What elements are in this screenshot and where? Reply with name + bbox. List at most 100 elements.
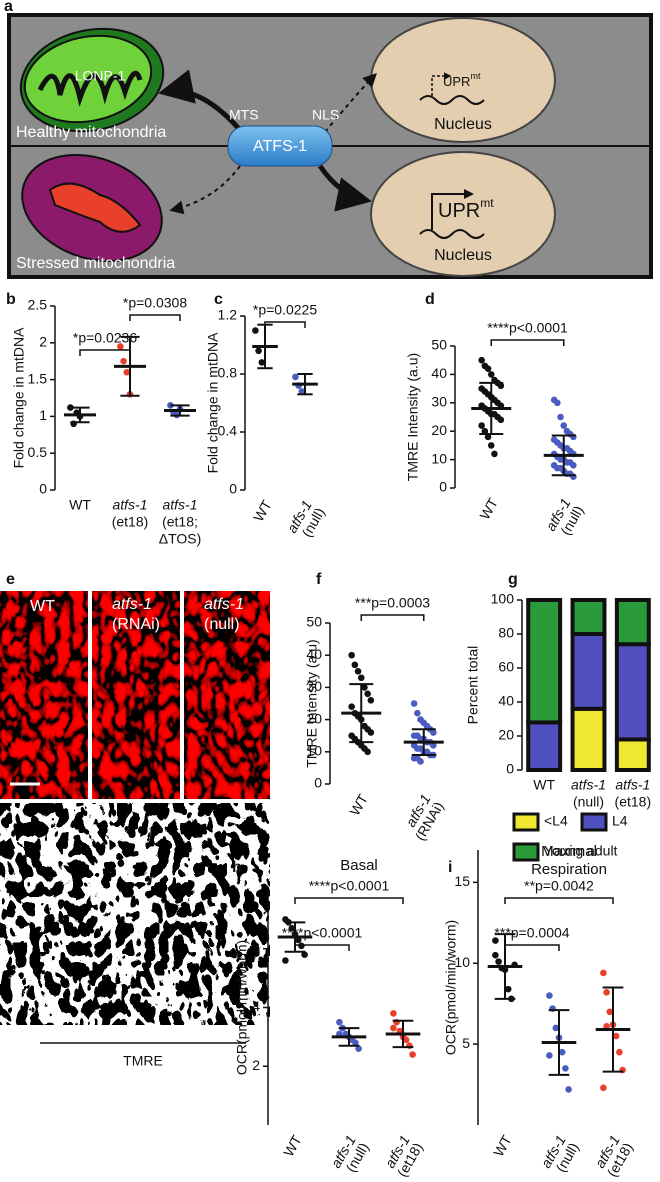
data-point (364, 748, 371, 756)
significance-label: ***p=0.0004 (494, 925, 569, 941)
mito-label: Stressed mitochondria (16, 255, 175, 272)
y-tick-label: 1.2 (218, 307, 238, 323)
arrow (317, 164, 372, 212)
data-point (603, 989, 610, 996)
data-point (117, 343, 124, 350)
x-tick-label: WT (280, 1132, 305, 1159)
y-tick-label: 60 (498, 659, 514, 675)
arrow (158, 69, 242, 132)
signal-label: NLS (312, 107, 339, 123)
x-tick-label: atfs-1 (571, 777, 606, 793)
x-tick-label: (et18) (112, 514, 149, 530)
y-tick-label: 10 (454, 954, 470, 970)
panel-letter: f (316, 571, 322, 588)
significance-bracket (504, 897, 614, 904)
x-tick-label: WT (69, 497, 91, 513)
x-tick-label: WT (490, 1132, 515, 1159)
data-point (361, 684, 368, 691)
y-tick-label: 0 (229, 481, 237, 497)
significance-label: **p=0.0042 (524, 878, 594, 894)
data-point (484, 433, 492, 441)
dna (419, 95, 485, 105)
data-point (352, 1039, 359, 1047)
significance-bracket (504, 944, 560, 951)
data-point (410, 700, 418, 707)
x-tick-label: WT (533, 777, 555, 793)
significance-label: ****p<0.0001 (282, 925, 363, 941)
y-tick-label: 0 (506, 761, 514, 777)
data-point (390, 1024, 397, 1032)
x-tick-label: atfs-1 (112, 497, 147, 513)
y-tick-label: 2.5 (28, 297, 48, 313)
panel-letter: e (6, 571, 15, 588)
atfs1-protein (227, 125, 333, 167)
data-point (570, 461, 577, 469)
data-point (487, 442, 495, 449)
y-tick-label: 50 (431, 337, 447, 353)
data-point (497, 416, 505, 424)
y-tick-label: 2 (39, 334, 47, 350)
y-tick-label: 30 (431, 394, 447, 410)
data-point (348, 703, 355, 711)
data-point (430, 742, 437, 749)
data-point (600, 1084, 607, 1092)
bar-segment (526, 598, 563, 725)
significance-bracket (264, 321, 306, 328)
data-point (504, 985, 512, 993)
bar-segment (570, 632, 607, 711)
x-tick-label: WT (250, 497, 275, 524)
data-point (546, 1052, 553, 1059)
y-tick-label: 6 (252, 939, 260, 955)
x-tick-label: (et18; (162, 514, 198, 530)
image-label: atfs-1 (204, 596, 244, 613)
legend-label: <L4 (544, 813, 568, 829)
data-point (348, 651, 355, 659)
nucleus-label: Nucleus (434, 247, 492, 264)
y-tick-label: 30 (306, 678, 322, 694)
x-tick-label: (et18) (615, 794, 652, 810)
healthy-mito (19, 27, 165, 133)
x-tick-label: WT (476, 495, 501, 522)
chart-title: Maximal (541, 843, 597, 860)
y-tick-label: 20 (306, 710, 322, 726)
data-point (355, 1045, 362, 1052)
significance-bracket (490, 339, 565, 346)
nucleus-label: Nucleus (434, 116, 492, 133)
data-point (565, 1086, 572, 1093)
significance-label: *p=0.0308 (123, 295, 187, 311)
significance-bracket (360, 614, 425, 621)
data-point (603, 1023, 610, 1030)
x-tick-label: atfs-1 (162, 497, 197, 513)
significance-bracket (294, 944, 350, 951)
signal-label: MTS (229, 107, 259, 123)
data-point (123, 368, 131, 376)
y-tick-label: 20 (431, 422, 447, 438)
y-tick-label: 0.8 (218, 365, 238, 381)
y-tick-label: 0 (314, 775, 322, 791)
data-point (298, 942, 305, 950)
data-point (495, 958, 502, 965)
data-point (409, 1051, 416, 1058)
y-axis-label: OCR(pmol/min/worm) (443, 920, 459, 1055)
y-tick-label: 80 (498, 625, 514, 641)
y-tick-label: 0 (39, 481, 47, 497)
significance-label: *p=0.0236 (73, 330, 137, 346)
bar-segment (526, 720, 563, 773)
bar-segment (570, 706, 607, 772)
data-point (612, 1032, 620, 1040)
x-tick-label: (null) (573, 794, 604, 810)
legend-swatch (580, 812, 608, 832)
image-label: (RNAi) (112, 616, 160, 633)
y-tick-label: 5 (462, 1035, 470, 1051)
data-point (301, 951, 308, 958)
significance-bracket (129, 314, 181, 321)
data-point (258, 359, 266, 366)
nucleus (370, 151, 556, 277)
significance-bracket (79, 349, 131, 356)
y-tick-label: 20 (498, 727, 514, 743)
data-point (367, 729, 375, 736)
x-tick-label: WT (346, 791, 371, 818)
significance-bracket (294, 897, 404, 904)
upr-label: UPRmt (443, 71, 481, 89)
